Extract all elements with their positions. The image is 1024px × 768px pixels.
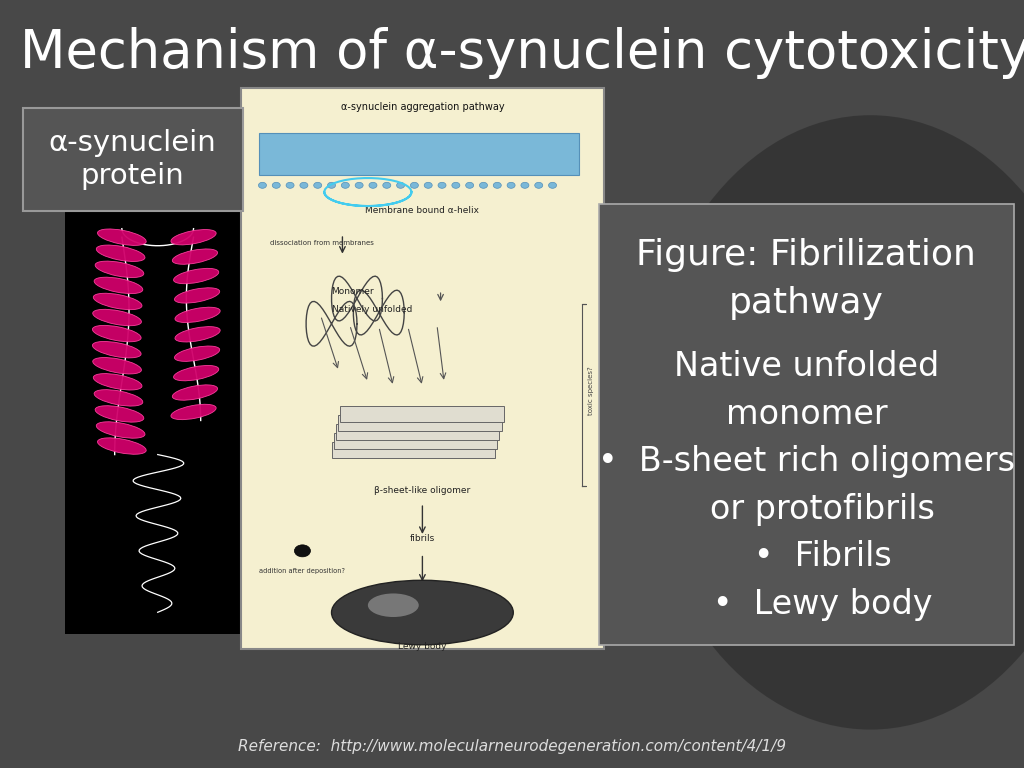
Circle shape <box>295 545 310 557</box>
Circle shape <box>341 182 349 188</box>
Circle shape <box>383 182 391 188</box>
Text: Monomer: Monomer <box>332 287 374 296</box>
FancyArrow shape <box>338 415 502 432</box>
Ellipse shape <box>93 373 142 390</box>
Text: Mechanism of α-synuclein cytotoxicity: Mechanism of α-synuclein cytotoxicity <box>20 27 1024 79</box>
Circle shape <box>258 182 266 188</box>
Circle shape <box>369 182 377 188</box>
Bar <box>599 204 1014 645</box>
Circle shape <box>300 182 308 188</box>
Ellipse shape <box>174 288 220 303</box>
Ellipse shape <box>172 249 217 264</box>
Text: Native unfolded: Native unfolded <box>674 350 939 383</box>
Bar <box>65 207 244 634</box>
Circle shape <box>452 182 460 188</box>
Ellipse shape <box>94 389 142 406</box>
Ellipse shape <box>97 229 146 246</box>
Text: addition after deposition?: addition after deposition? <box>259 568 345 574</box>
Circle shape <box>411 182 419 188</box>
Circle shape <box>507 182 515 188</box>
Circle shape <box>466 182 474 188</box>
Ellipse shape <box>174 346 220 362</box>
Text: Membrane bound α-helix: Membrane bound α-helix <box>366 206 479 215</box>
Circle shape <box>424 182 432 188</box>
Circle shape <box>396 182 404 188</box>
Text: Figure: Fibrilization: Figure: Fibrilization <box>637 238 976 272</box>
Text: or protofibrils: or protofibrils <box>678 493 935 526</box>
Ellipse shape <box>368 594 419 617</box>
Circle shape <box>286 182 294 188</box>
Circle shape <box>355 182 364 188</box>
Circle shape <box>535 182 543 188</box>
Text: fibrils: fibrils <box>410 534 435 543</box>
Text: •  Lewy body: • Lewy body <box>681 588 932 621</box>
Circle shape <box>328 182 336 188</box>
Ellipse shape <box>92 326 141 342</box>
Ellipse shape <box>93 293 142 310</box>
Ellipse shape <box>97 438 146 454</box>
Text: toxic species?: toxic species? <box>589 366 595 415</box>
FancyArrow shape <box>332 442 496 458</box>
FancyArrow shape <box>334 432 498 449</box>
Text: Natively unfolded: Natively unfolded <box>332 306 412 314</box>
Text: α-synuclein
protein: α-synuclein protein <box>49 129 216 190</box>
Ellipse shape <box>93 310 141 326</box>
Text: Lewy body: Lewy body <box>398 642 446 650</box>
Text: pathway: pathway <box>729 286 884 319</box>
Ellipse shape <box>171 404 216 419</box>
Circle shape <box>479 182 487 188</box>
Ellipse shape <box>173 268 219 283</box>
Ellipse shape <box>175 326 220 342</box>
Circle shape <box>549 182 556 188</box>
Circle shape <box>272 182 281 188</box>
Text: •  B-sheet rich oligomers: • B-sheet rich oligomers <box>598 445 1015 478</box>
Ellipse shape <box>92 342 141 358</box>
Bar <box>259 133 579 175</box>
Text: •  Fibrils: • Fibrils <box>722 541 891 574</box>
FancyArrow shape <box>336 424 500 440</box>
Text: monomer: monomer <box>726 398 887 431</box>
Bar <box>23 108 243 211</box>
Ellipse shape <box>96 245 145 261</box>
FancyArrow shape <box>340 406 504 422</box>
Text: dissociation from membranes: dissociation from membranes <box>269 240 374 246</box>
Ellipse shape <box>94 277 142 293</box>
Ellipse shape <box>95 406 143 422</box>
Ellipse shape <box>175 307 220 323</box>
Ellipse shape <box>173 366 219 381</box>
Ellipse shape <box>93 358 141 374</box>
Circle shape <box>494 182 502 188</box>
Ellipse shape <box>171 230 216 245</box>
Text: α-synuclein aggregation pathway: α-synuclein aggregation pathway <box>341 102 504 112</box>
Ellipse shape <box>96 422 145 439</box>
Text: Reference:  http://www.molecularneurodegeneration.com/content/4/1/9: Reference: http://www.molecularneurodege… <box>238 739 786 754</box>
Circle shape <box>521 182 529 188</box>
Ellipse shape <box>640 115 1024 730</box>
Text: β-sheet-like oligomer: β-sheet-like oligomer <box>375 486 470 495</box>
Ellipse shape <box>172 385 217 400</box>
Bar <box>241 88 604 649</box>
Ellipse shape <box>95 261 143 277</box>
Ellipse shape <box>332 581 513 645</box>
Circle shape <box>313 182 322 188</box>
Circle shape <box>438 182 446 188</box>
